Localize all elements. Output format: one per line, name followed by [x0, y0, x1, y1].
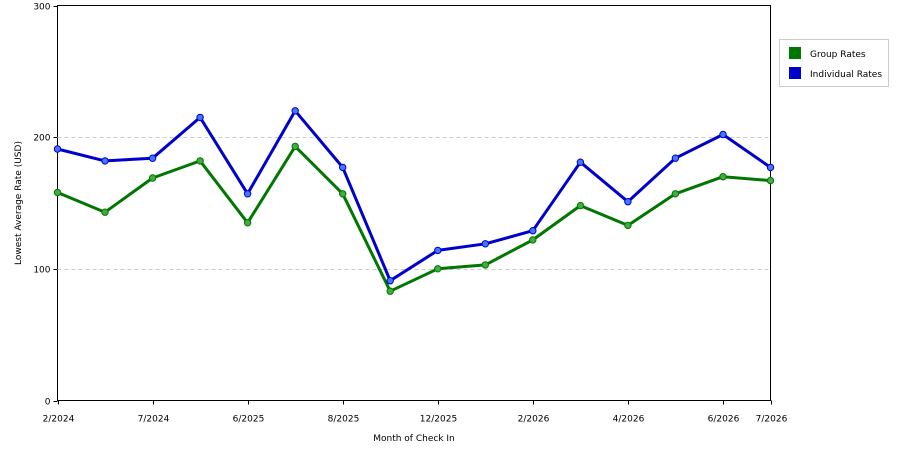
- data-point-group-rates: [243, 219, 252, 227]
- data-point-individual-rates: [624, 198, 632, 206]
- y-tick-label: 0: [45, 398, 51, 408]
- y-axis-title: Lowest Average Rate (USD): [14, 141, 24, 265]
- data-point-group-rates: [196, 157, 204, 165]
- data-point-group-rates: [386, 287, 394, 295]
- data-point-group-rates: [148, 174, 157, 182]
- data-point-individual-rates: [101, 157, 109, 165]
- legend: Group Rates Individual Rates: [779, 39, 889, 87]
- data-point-group-rates: [529, 236, 537, 244]
- x-tick-label: 7/2024: [138, 415, 170, 425]
- data-point-group-rates: [339, 190, 347, 198]
- data-point-group-rates: [766, 176, 775, 185]
- data-point-group-rates: [671, 190, 680, 198]
- data-point-individual-rates: [766, 163, 775, 172]
- data-point-group-rates: [719, 173, 727, 181]
- data-point-group-rates: [624, 221, 632, 230]
- x-tick-label: 2/2026: [518, 415, 550, 425]
- x-tick-label: 7/2026: [756, 415, 788, 425]
- x-axis-title: Month of Check In: [373, 434, 455, 444]
- legend-label-individual-rates: Individual Rates: [810, 70, 882, 80]
- x-tick-label: 8/2025: [328, 415, 360, 425]
- data-point-individual-rates: [339, 163, 347, 172]
- series-line-group-rates: [56, 144, 772, 293]
- data-point-individual-rates: [196, 113, 204, 122]
- data-point-group-rates: [481, 261, 489, 269]
- data-point-individual-rates: [291, 107, 299, 115]
- series-line-individual-rates: [56, 109, 772, 283]
- y-axis: 0 100 200 300: [33, 3, 58, 408]
- x-tick-label: 6/2025: [233, 415, 265, 425]
- data-point-individual-rates: [719, 130, 727, 139]
- y-tick-label: 200: [33, 134, 50, 144]
- y-tick-label: 100: [33, 266, 50, 276]
- y-tick-label: 300: [33, 3, 50, 13]
- legend-swatch-individual-rates: [789, 67, 801, 79]
- data-point-individual-rates: [481, 240, 489, 248]
- plot-area: [57, 5, 771, 401]
- legend-label-group-rates: Group Rates: [810, 50, 866, 60]
- data-point-individual-rates: [53, 145, 62, 153]
- x-tick-label: 12/2025: [420, 415, 457, 425]
- data-point-group-rates: [434, 265, 442, 273]
- data-point-group-rates: [576, 201, 585, 210]
- x-axis: 2/2024 7/2024 6/2025 8/2025 12/2025 2/2026 4/2…: [43, 400, 788, 425]
- x-tick-label: 6/2026: [708, 415, 740, 425]
- data-point-individual-rates: [576, 158, 585, 166]
- x-tick-label: 4/2026: [613, 415, 645, 425]
- data-point-group-rates: [291, 142, 299, 151]
- x-tick-label: 2/2024: [43, 415, 75, 425]
- data-point-individual-rates: [434, 246, 442, 255]
- data-point-individual-rates: [529, 227, 537, 235]
- data-point-individual-rates: [671, 154, 680, 162]
- data-point-group-rates: [53, 188, 62, 197]
- data-point-individual-rates: [386, 277, 394, 285]
- data-point-individual-rates: [148, 154, 157, 162]
- data-point-individual-rates: [243, 190, 252, 198]
- series-layer: [53, 107, 775, 295]
- data-point-group-rates: [101, 208, 109, 216]
- legend-swatch-group-rates: [789, 47, 801, 59]
